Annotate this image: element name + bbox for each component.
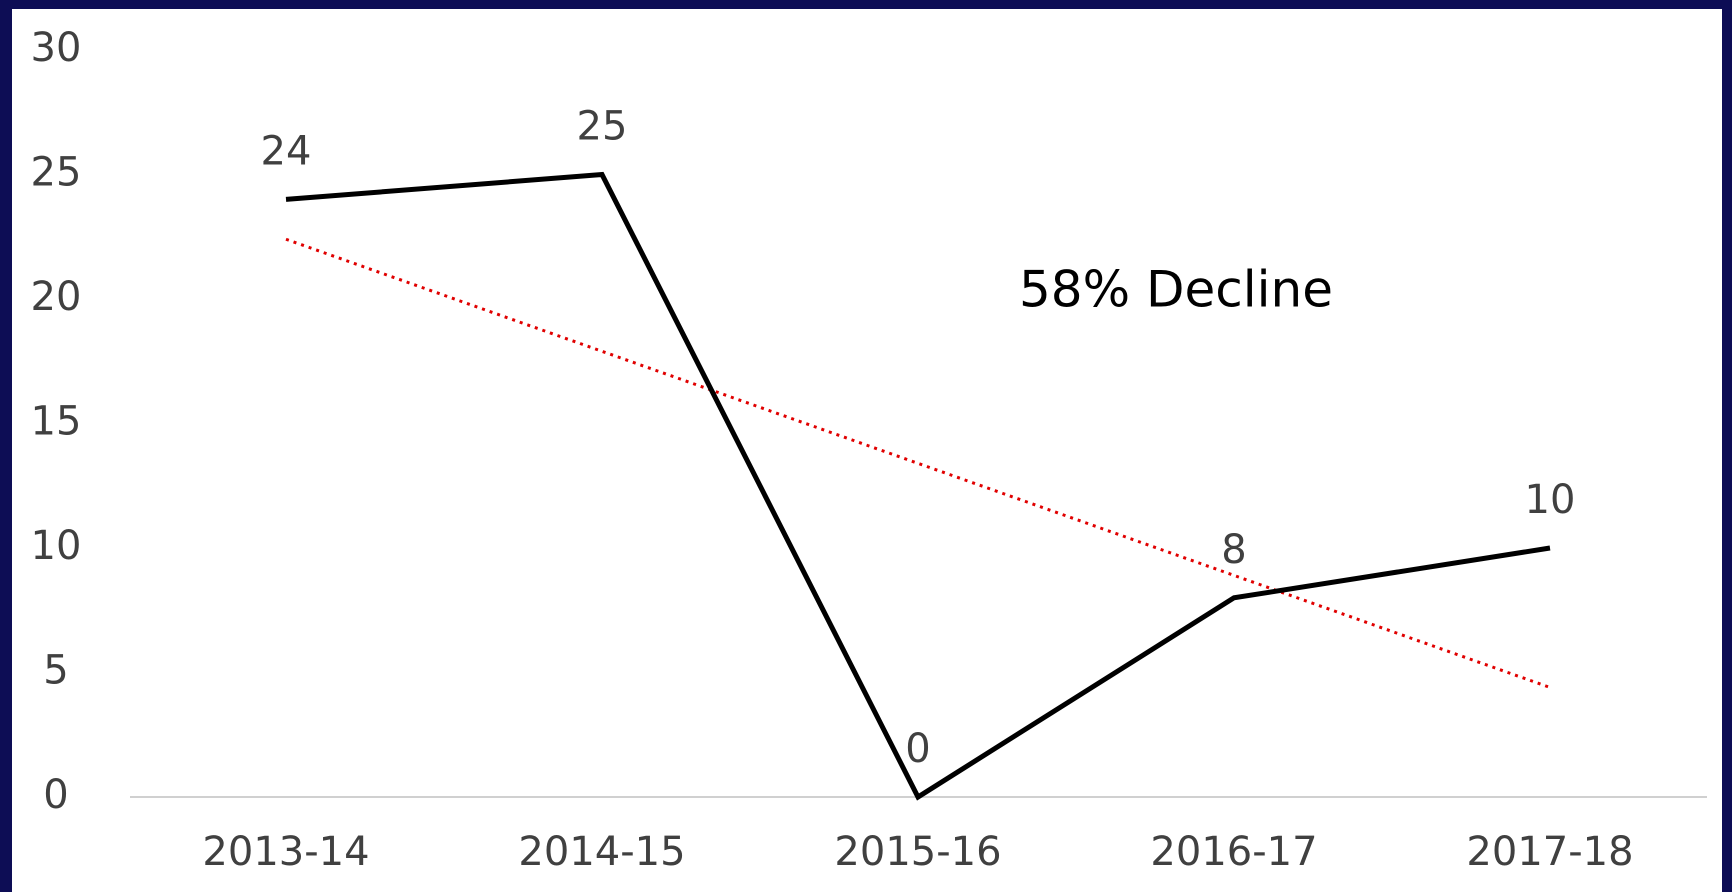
line: [285, 171, 1551, 801]
y-tick-label: 25: [31, 150, 82, 196]
x-tick-label: 2013-14: [202, 829, 369, 875]
annotation: 58% Decline: [1019, 261, 1333, 319]
y-tick-label: 20: [31, 274, 82, 320]
x-tick-label: 2014-15: [518, 829, 685, 875]
data-label: 25: [577, 104, 628, 150]
y-tick-label: 10: [31, 523, 82, 569]
y-tick-label: 0: [43, 772, 68, 818]
data-label: 0: [905, 726, 930, 772]
data-label: 10: [1525, 477, 1576, 523]
x-tick-label: 2016-17: [1150, 829, 1317, 875]
x-tick-label: 2015-16: [834, 829, 1001, 875]
y-tick-label: 15: [31, 399, 82, 445]
data-label: 8: [1221, 527, 1246, 573]
data-label: 24: [261, 128, 312, 174]
background: [12, 9, 1722, 892]
y-tick-label: 5: [43, 648, 68, 694]
x-tick-label: 2017-18: [1466, 829, 1633, 875]
y-tick-label: 30: [31, 25, 82, 71]
